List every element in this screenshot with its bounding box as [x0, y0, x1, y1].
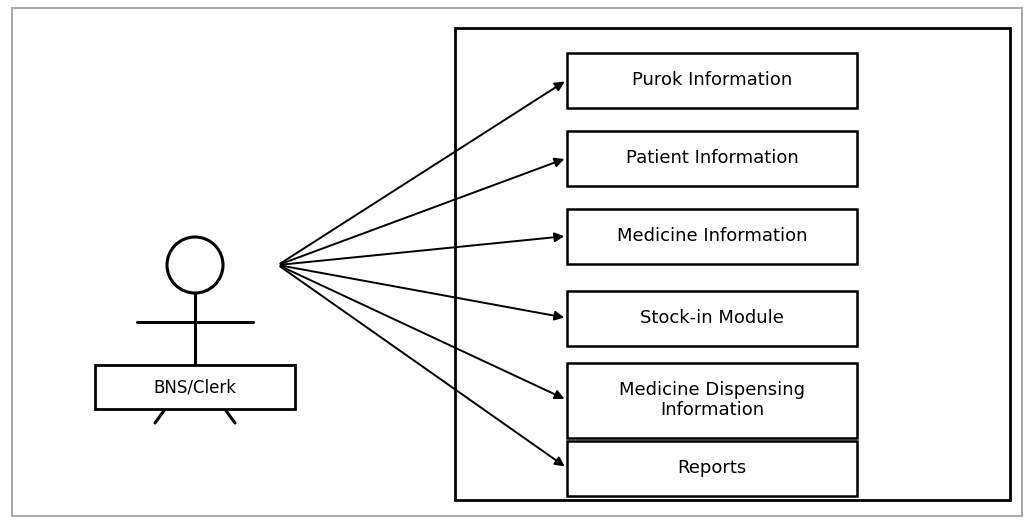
Text: Medicine Information: Medicine Information [617, 227, 807, 245]
Bar [455, 28, 1010, 500]
Text: Stock-in Module: Stock-in Module [640, 309, 783, 327]
Bar [95, 365, 295, 409]
Bar [567, 440, 857, 495]
Bar [567, 130, 857, 185]
Bar [567, 363, 857, 438]
Bar [567, 290, 857, 345]
Text: Purok Information: Purok Information [632, 71, 792, 89]
Text: Patient Information: Patient Information [625, 149, 798, 167]
Text: BNS/Clerk: BNS/Clerk [153, 378, 237, 396]
Text: Medicine Dispensing
Information: Medicine Dispensing Information [619, 381, 805, 419]
Bar [567, 52, 857, 108]
Text: Reports: Reports [677, 459, 746, 477]
Bar [567, 209, 857, 263]
